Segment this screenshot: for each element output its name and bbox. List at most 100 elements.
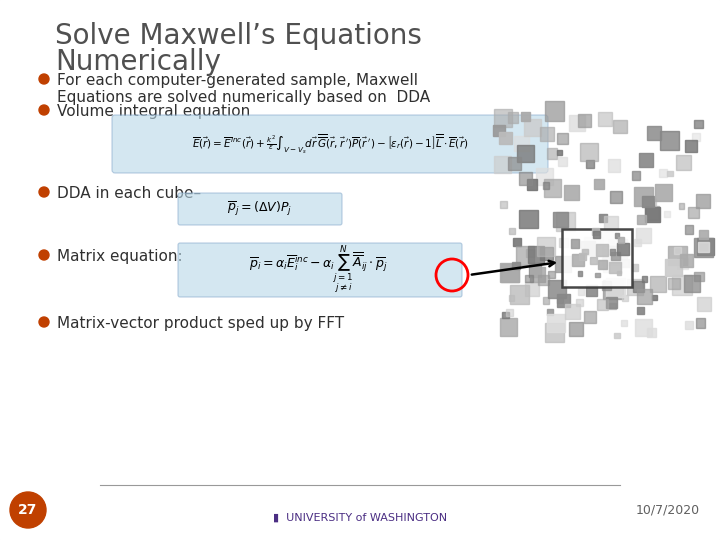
Bar [694,238,713,256]
Bar [502,312,508,318]
Bar [593,231,600,238]
Bar [603,254,620,272]
Bar [526,282,539,296]
Bar [667,171,672,177]
Bar [547,148,557,159]
Bar [696,194,711,208]
Bar [586,160,594,168]
Bar [557,133,568,144]
Bar [610,249,615,254]
Circle shape [39,187,49,197]
Bar [650,275,666,292]
Bar [676,155,691,170]
Bar [636,289,652,305]
Bar [677,258,688,269]
Bar [590,257,598,265]
Bar [510,285,528,304]
Text: Numerically: Numerically [55,48,221,76]
Bar [572,254,583,266]
Bar [548,280,566,299]
FancyBboxPatch shape [178,243,462,297]
Bar [544,179,562,197]
Bar [518,172,532,186]
Bar [680,254,693,267]
Bar [688,207,698,218]
Bar [556,212,575,231]
Bar [654,184,672,201]
Bar [536,168,554,185]
FancyBboxPatch shape [112,115,548,173]
Bar [618,237,624,243]
Bar [660,131,679,150]
Bar [684,275,701,292]
Bar [674,247,681,254]
Bar [692,133,700,141]
Bar [609,261,621,273]
Bar [513,262,520,269]
Bar [579,253,586,260]
Bar [548,271,555,278]
Text: For each computer-generated sample, Maxwell: For each computer-generated sample, Maxw… [57,73,418,88]
Text: $\overline{p}_i = \alpha_i\overline{E}_i^{inc} - \alpha_i\sum_{\substack{j=1\\j\: $\overline{p}_i = \alpha_i\overline{E}_i… [248,244,387,296]
Bar [514,137,528,151]
Bar [652,295,657,300]
Bar [598,260,607,269]
Bar [695,272,704,281]
Bar [611,252,620,260]
Text: $\overline{p}_j = (\Delta V) P_j$: $\overline{p}_j = (\Delta V) P_j$ [228,200,292,218]
Bar [593,228,599,235]
Bar [540,127,554,141]
Bar [526,275,533,282]
Text: 27: 27 [18,503,37,517]
Bar [636,215,647,225]
Bar [528,264,541,276]
Bar [668,246,688,265]
Bar [637,307,644,314]
Bar [513,238,521,246]
Bar [508,112,518,123]
Bar [506,309,513,316]
Bar [665,259,682,276]
Circle shape [39,250,49,260]
Bar [500,318,518,336]
Bar [577,114,591,127]
Bar [642,276,647,282]
Bar [698,241,708,252]
Bar [595,273,600,278]
Bar [500,201,508,208]
Bar [564,185,579,200]
Bar [547,314,565,332]
Bar [598,112,612,126]
Bar [608,159,620,172]
Bar [650,199,657,206]
Bar [602,246,621,265]
Bar [603,280,623,299]
Bar [642,195,654,207]
Text: Matrix equation:: Matrix equation: [57,249,183,264]
Text: Volume integral equation: Volume integral equation [57,104,251,119]
Bar [565,305,580,320]
Bar [516,246,534,265]
Bar [545,102,564,121]
Bar [699,230,708,239]
Bar [668,278,680,289]
Circle shape [39,74,49,84]
Text: Equations are solved numerically based on  DDA: Equations are solved numerically based o… [57,90,430,105]
Text: DDA in each cube–: DDA in each cube– [57,186,201,201]
Bar [627,279,642,294]
Bar [639,153,654,167]
Bar [632,171,640,180]
Bar [526,249,534,257]
Bar [584,310,595,322]
Bar [631,264,639,271]
Bar [621,259,629,267]
Bar [559,239,568,247]
Text: Matrix-vector product sped up by FFT: Matrix-vector product sped up by FFT [57,316,344,331]
Bar [524,119,541,136]
Bar [634,239,641,246]
Bar [495,109,512,127]
Bar [577,288,585,295]
Bar [519,210,538,228]
Bar [622,295,628,301]
Bar [543,183,549,188]
